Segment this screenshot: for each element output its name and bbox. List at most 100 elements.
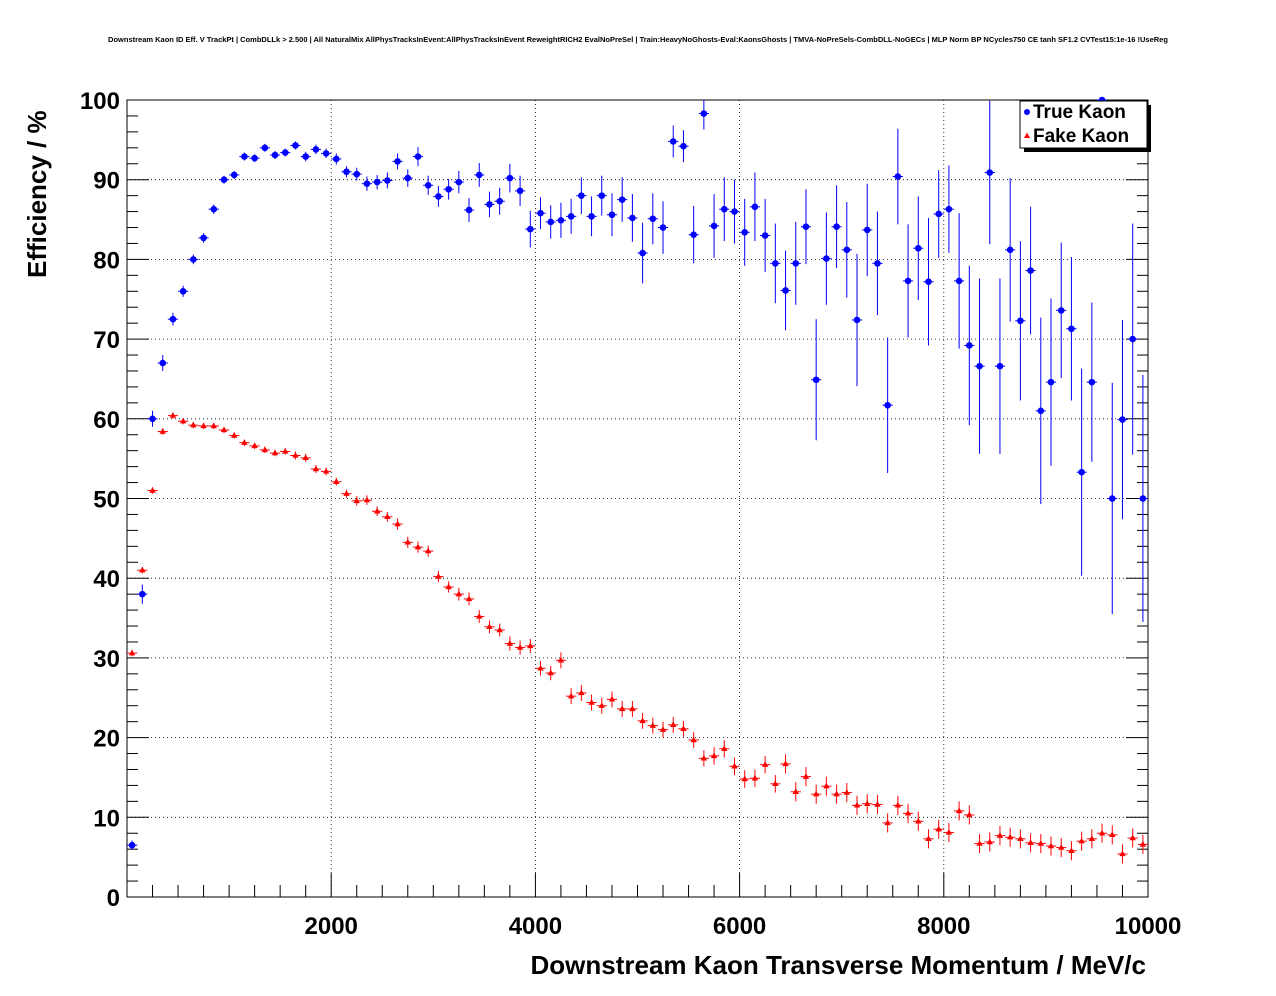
data-point <box>424 181 432 189</box>
data-point <box>966 342 973 349</box>
data-point <box>516 187 524 195</box>
legend-marker-fake-kaon <box>1024 132 1030 138</box>
data-point <box>139 590 146 598</box>
data-point <box>710 752 718 759</box>
x-tick-label: 10000 <box>1115 913 1182 940</box>
data-point <box>241 439 248 445</box>
data-point <box>271 449 279 456</box>
data-point <box>516 644 524 650</box>
data-point <box>1098 829 1106 836</box>
data-point <box>914 244 922 252</box>
data-point <box>1119 850 1126 857</box>
data-point <box>1037 840 1044 846</box>
x-tick-label: 2000 <box>305 913 358 940</box>
data-point <box>414 153 422 160</box>
data-point <box>588 213 595 220</box>
data-point <box>1027 839 1034 846</box>
data-point <box>935 825 942 832</box>
data-point <box>506 640 514 646</box>
data-point <box>1047 842 1055 849</box>
data-point <box>557 656 565 663</box>
y-tick-label: 80 <box>93 247 120 274</box>
data-point <box>955 807 963 814</box>
data-point <box>812 376 820 384</box>
data-point <box>884 401 891 409</box>
data-point <box>200 234 207 242</box>
y-tick-label: 30 <box>93 646 120 673</box>
data-point <box>731 208 738 215</box>
data-point <box>680 142 687 150</box>
data-point <box>149 415 156 423</box>
legend-label-true-kaon: True Kaon <box>1033 102 1126 123</box>
chart-title: Downstream Kaon ID Eff. V TrackPt | Comb… <box>108 35 1168 44</box>
data-point <box>618 196 626 203</box>
data-point <box>567 692 575 699</box>
data-point <box>945 828 953 835</box>
tick-labels: 2000 4000 6000 8000 10000 0 10 20 30 40 50 60 70 80 90… <box>80 88 1181 940</box>
data-point <box>853 801 861 808</box>
x-tick-label: 8000 <box>917 913 970 940</box>
y-tick-label: 90 <box>93 168 120 195</box>
y-tick-label: 50 <box>93 487 120 514</box>
data-point <box>1068 325 1075 333</box>
data-point <box>741 775 748 782</box>
data-point <box>598 192 606 199</box>
data-point <box>751 203 759 211</box>
data-point <box>271 151 279 159</box>
data-point <box>853 316 861 324</box>
axis-ticks <box>126 99 1149 898</box>
data-point <box>588 699 595 705</box>
data-point <box>1119 416 1126 423</box>
data-point <box>772 260 779 267</box>
grid-lines <box>127 100 1148 897</box>
data-point <box>802 773 810 779</box>
data-point <box>945 205 953 213</box>
series-fake-kaon <box>127 412 1148 864</box>
data-point <box>526 225 534 233</box>
data-point <box>874 260 881 267</box>
data-point <box>1006 246 1014 254</box>
data-point <box>179 287 187 295</box>
legend: True Kaon Fake Kaon <box>1019 100 1151 152</box>
data-point <box>598 702 605 708</box>
data-point <box>567 213 575 220</box>
data-point <box>159 359 167 367</box>
data-point <box>200 422 207 429</box>
data-point <box>1129 335 1136 343</box>
data-point <box>904 277 912 285</box>
data-point <box>414 543 422 550</box>
data-point <box>761 232 769 239</box>
data-point <box>782 287 789 294</box>
data-point <box>169 315 177 323</box>
data-point <box>292 451 299 458</box>
data-point <box>1109 831 1116 838</box>
data-point <box>1078 837 1085 844</box>
data-point <box>1088 835 1096 842</box>
data-point <box>629 705 636 712</box>
data-point <box>629 214 636 222</box>
data-point <box>149 487 156 493</box>
data-point <box>1108 495 1116 502</box>
data-point <box>281 149 289 156</box>
data-point <box>618 705 626 712</box>
data-point <box>894 173 902 180</box>
data-point <box>220 176 228 183</box>
data-point <box>190 256 197 263</box>
data-point <box>843 246 851 254</box>
data-point <box>976 840 983 846</box>
data-point <box>394 520 401 527</box>
data-point <box>608 211 616 219</box>
data-point <box>772 780 779 787</box>
data-point <box>649 215 657 223</box>
data-point <box>557 217 565 224</box>
data-point <box>424 547 432 554</box>
data-point <box>751 774 759 781</box>
data-point <box>210 205 218 213</box>
data-point <box>353 497 360 504</box>
data-point <box>404 174 412 182</box>
data-point <box>476 612 483 619</box>
data-point <box>537 209 544 217</box>
data-point <box>322 150 330 157</box>
data-point <box>1017 317 1024 325</box>
